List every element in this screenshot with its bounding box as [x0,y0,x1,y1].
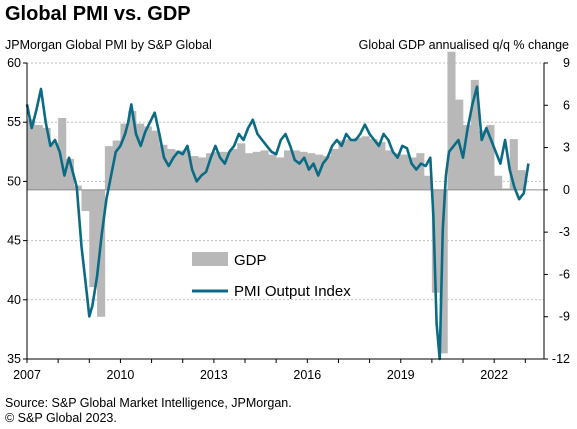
x-tick-label: 2022 [480,368,508,382]
gdp-bar [136,123,145,190]
gdp-bar [330,148,339,190]
x-tick-label: 2019 [387,368,415,382]
gdp-bar [494,175,503,190]
gdp-bar [237,143,246,190]
gdp-bar [65,158,75,190]
gdp-bar [167,148,176,190]
legend-gdp-swatch [192,252,228,266]
gdp-bar [81,189,90,211]
gdp-bar [268,154,277,190]
right-tick-label: 0 [563,183,570,197]
source-line: Source: S&P Global Market Intelligence, … [5,396,292,410]
gdp-bar [42,127,51,190]
left-tick-label: 35 [7,352,21,366]
gdp-bar [276,157,285,190]
right-tick-label: 9 [563,56,570,70]
gdp-bar [416,153,425,190]
gdp-bar [89,189,98,288]
gdp-bar [34,125,43,190]
gdp-bar [501,188,511,190]
gdp-bar [447,51,456,190]
right-tick-label: -9 [559,310,570,324]
gdp-bar [143,126,152,190]
gdp-bar [245,153,254,190]
gdp-bar [424,175,433,190]
legend-pmi-label: PMI Output Index [234,283,351,300]
source-note: Source: S&P Global Market Intelligence, … [5,396,292,426]
right-tick-label: -6 [559,267,570,281]
gdp-bar [299,151,308,190]
pmi-line [25,85,530,361]
gdp-bar [354,137,363,190]
gdp-bar [517,170,526,190]
gdp-bar [346,139,355,190]
gdp-bar [400,154,409,190]
gdp-bar [478,130,487,190]
gdp-bar [385,150,394,190]
gdp-bar [463,125,472,190]
gdp-bar [128,110,137,190]
gdp-bar [377,141,386,190]
gdp-bar [283,150,293,190]
gdp-bar [206,153,215,190]
gdp-bar [159,144,168,190]
gdp-bar [322,156,331,190]
legend: GDP PMI Output Index [192,252,351,300]
gdp-bar [221,151,230,190]
gdp-bar [439,189,448,354]
gdp-bars [27,51,526,354]
gdp-bar [112,140,121,190]
x-tick-label: 2013 [200,368,228,382]
right-tick-label: -12 [552,352,570,366]
gdp-bar [58,117,67,190]
x-tick-label: 2010 [107,368,135,382]
gdp-bar [408,157,417,190]
gdp-bar [27,119,36,190]
left-tick-label: 50 [7,174,21,188]
gdp-bar [392,153,402,190]
gdp-bar [174,150,184,190]
right-tick-label: -3 [559,225,570,239]
gdp-bar [470,79,479,190]
right-tick-label: 6 [563,98,570,112]
x-tick-label: 2016 [293,368,321,382]
gdp-bar [509,139,518,190]
gdp-bar [97,189,106,317]
gdp-bar [182,150,191,190]
chart-title: Global PMI vs. GDP [5,3,191,25]
right-axis-label: Global GDP annualised q/q % change [358,38,569,52]
gdp-bar [260,150,269,190]
gdp-bar [213,151,222,190]
right-tick-label: 3 [563,141,570,155]
left-axis-label: JPMorgan Global PMI by S&P Global [5,38,212,52]
gdp-bar [369,139,378,190]
gdp-bar [338,140,347,190]
left-tick-label: 60 [7,56,21,70]
gdp-bar [104,146,113,190]
gdp-bar [229,148,238,190]
legend-gdp-label: GDP [234,252,267,269]
x-tick-label: 2007 [13,368,41,382]
axes: 35 40 45 50 55 60 -12 -9 -6 -3 0 3 6 9 2007 2010 2013 201… [7,56,570,382]
pmi-line-layer [25,85,530,361]
gdp-bar [307,153,316,190]
gdp-bar [431,189,440,293]
gdp-bar [361,136,370,190]
gdp-bar [291,150,300,190]
left-tick-label: 40 [7,293,21,307]
left-tick-label: 45 [7,234,21,248]
gdp-bar [151,130,160,190]
gdp-bar [50,143,59,190]
gdp-bar [120,123,129,190]
copyright-line: © S&P Global 2023. [5,411,117,425]
gdp-bar [252,151,261,190]
left-tick-label: 55 [7,115,21,129]
gdp-bar [486,125,495,190]
